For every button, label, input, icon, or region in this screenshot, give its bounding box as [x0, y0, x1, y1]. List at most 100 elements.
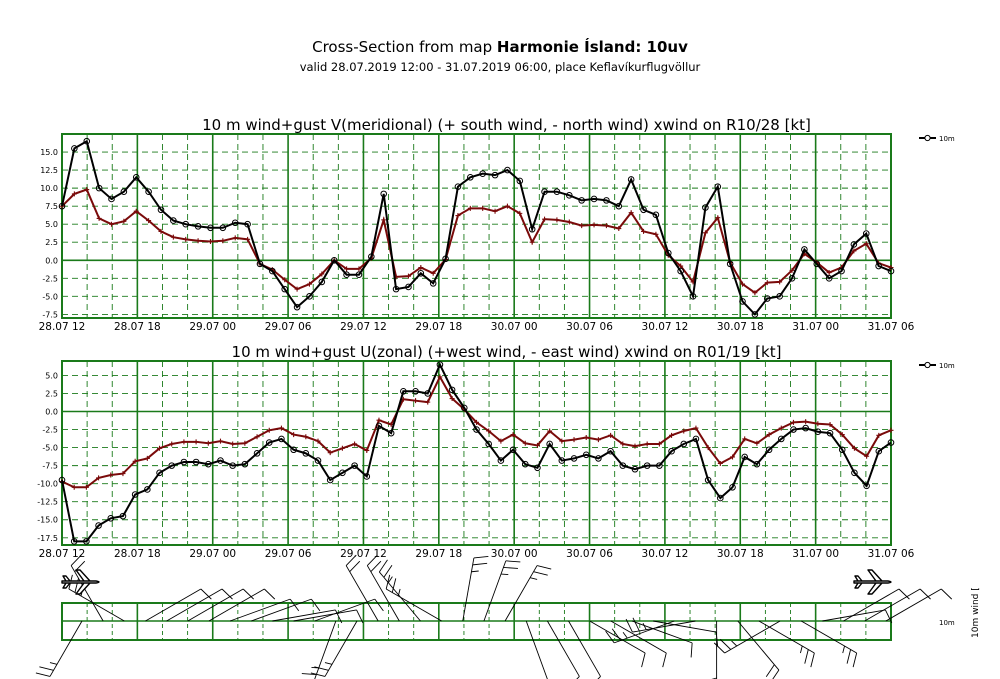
data-point	[133, 208, 139, 214]
barb-feather	[505, 560, 521, 563]
barb-feather	[242, 588, 254, 600]
barb-feather	[662, 652, 667, 668]
data-point	[479, 170, 486, 177]
barb-shaft	[366, 565, 400, 622]
y-tick-label: 5.0	[45, 220, 58, 229]
data-point	[412, 388, 419, 395]
data-point	[71, 191, 77, 197]
legend-marker	[924, 134, 931, 142]
data-point	[95, 184, 103, 192]
data-point	[96, 215, 102, 221]
data-point	[436, 361, 444, 368]
barb-level-label: 10m	[939, 619, 955, 627]
data-point	[181, 439, 187, 445]
data-point	[826, 270, 832, 276]
wind-barb	[483, 560, 521, 622]
data-point	[380, 190, 388, 198]
data-point	[405, 273, 411, 279]
wind-barb	[208, 588, 276, 622]
barb-feather	[370, 560, 382, 572]
data-point	[491, 171, 499, 179]
wind-barb-panel: 10m 10m wind [	[35, 554, 981, 679]
y-tick-label: -7.5	[42, 310, 58, 319]
data-point	[582, 451, 590, 459]
page-title: Cross-Section from map Harmonie Ísland: …	[0, 38, 1000, 56]
y-tick-label: -2.5	[42, 426, 58, 435]
wind-barb	[293, 609, 364, 624]
y-tick-label: 0.0	[45, 256, 58, 265]
barb-feather	[641, 652, 646, 668]
barb-half-feather	[387, 576, 393, 583]
wind-barb	[35, 620, 83, 677]
data-point	[565, 192, 573, 199]
data-point	[418, 264, 424, 270]
data-point	[455, 213, 461, 219]
x-tick-label: 30.07 06	[566, 321, 613, 333]
data-point	[887, 439, 895, 446]
data-point	[330, 256, 338, 264]
data-point	[282, 277, 288, 283]
data-point	[730, 454, 736, 460]
data-point	[790, 419, 796, 425]
wind-barb	[272, 609, 343, 624]
zonal-wind-chart: 5.0 2.5 0.0 -2.5 -5.0 -7.5 -10.0 -12.5 -15.0 -17.…	[37, 343, 955, 560]
data-point	[644, 441, 650, 447]
data-point	[546, 440, 553, 448]
data-point	[777, 279, 783, 285]
data-point	[668, 447, 675, 455]
data-point	[851, 445, 857, 451]
data-point	[583, 434, 589, 440]
barb-feather	[503, 566, 518, 569]
barb-half-feather	[529, 577, 538, 580]
wind-barb	[546, 620, 580, 679]
data-point	[157, 206, 165, 214]
data-point	[119, 512, 127, 520]
data-point	[375, 422, 383, 430]
data-point	[183, 236, 189, 242]
data-point	[219, 224, 227, 232]
data-point	[692, 435, 700, 443]
data-point	[656, 462, 663, 469]
legend-label: 10m	[939, 135, 955, 143]
barb-feather	[885, 609, 893, 624]
x-tick-label: 28.07 12	[39, 321, 86, 333]
page-title-bold: Harmonie Ísland: 10uv	[496, 38, 688, 56]
data-point	[170, 234, 176, 240]
data-point	[620, 441, 626, 447]
barb-shaft	[610, 620, 667, 654]
barb-half-feather	[49, 662, 58, 665]
data-point	[740, 281, 746, 287]
data-point	[269, 267, 276, 275]
data-point	[71, 484, 77, 490]
data-point	[231, 219, 239, 227]
data-point	[83, 137, 91, 145]
data-point	[640, 206, 647, 214]
data-point	[498, 438, 504, 444]
data-point	[595, 437, 601, 443]
barb-shaft	[208, 588, 265, 622]
data-point	[628, 210, 634, 216]
wind-barb	[589, 620, 646, 668]
data-point	[678, 263, 684, 269]
wind-barb	[864, 588, 931, 622]
data-point	[603, 197, 610, 204]
data-point	[368, 253, 375, 260]
barb-shaft	[546, 620, 580, 677]
y-tick-label: -12.5	[37, 498, 58, 507]
data-point	[217, 457, 224, 464]
x-tick-label: 31.07 06	[868, 321, 915, 333]
barb-feather	[345, 554, 357, 566]
data-point	[554, 217, 560, 223]
data-point	[615, 202, 623, 210]
data-point	[608, 432, 614, 438]
data-point	[714, 183, 722, 190]
x-tick-label: 29.07 12	[340, 548, 387, 560]
data-point	[413, 398, 419, 404]
data-point	[590, 195, 598, 203]
data-point	[120, 471, 126, 477]
data-point	[766, 432, 772, 438]
data-point	[754, 440, 760, 446]
data-point	[595, 455, 602, 462]
barb-feather	[335, 609, 343, 624]
